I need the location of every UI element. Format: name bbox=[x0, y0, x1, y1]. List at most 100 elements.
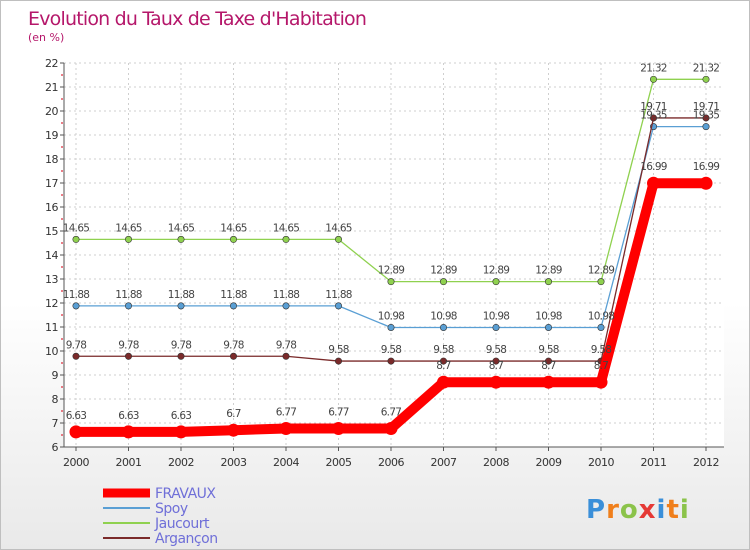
data-label: 9.58 bbox=[381, 344, 402, 356]
data-point bbox=[227, 423, 240, 437]
chart-title: Evolution du Taux de Taxe d'Habitation bbox=[28, 8, 366, 30]
data-point bbox=[489, 375, 503, 389]
data-label: 9.58 bbox=[486, 344, 507, 356]
data-label: 6.63 bbox=[118, 410, 139, 422]
data-point bbox=[125, 302, 133, 310]
data-point bbox=[334, 302, 342, 310]
x-tick-label: 2008 bbox=[483, 456, 509, 469]
data-point bbox=[492, 278, 500, 286]
legend-label: Spoy bbox=[155, 501, 188, 517]
data-label: 6.63 bbox=[66, 410, 87, 422]
data-point bbox=[649, 114, 657, 122]
data-point bbox=[387, 278, 395, 286]
data-label: 6.7 bbox=[226, 408, 241, 420]
y-tick-label: 21 bbox=[45, 81, 58, 94]
data-label: 11.88 bbox=[220, 289, 247, 301]
legend-label: Jaucourt bbox=[154, 516, 210, 532]
data-point bbox=[439, 323, 447, 331]
data-label: 9.58 bbox=[591, 344, 612, 356]
data-point bbox=[702, 75, 710, 83]
data-point bbox=[597, 323, 605, 331]
y-tick-label: 13 bbox=[45, 273, 58, 286]
data-point bbox=[332, 422, 345, 436]
data-label: 14.65 bbox=[325, 222, 352, 234]
y-tick-label: 11 bbox=[45, 321, 58, 334]
data-point bbox=[122, 425, 135, 439]
data-label: 6.77 bbox=[381, 407, 402, 419]
data-point bbox=[72, 352, 80, 360]
data-point bbox=[437, 375, 450, 389]
data-point bbox=[125, 235, 133, 243]
data-label: 14.65 bbox=[220, 222, 247, 234]
data-point bbox=[647, 176, 660, 190]
data-label: 8.7 bbox=[594, 360, 609, 372]
data-label: 9.78 bbox=[66, 339, 87, 351]
data-point bbox=[230, 235, 238, 243]
data-point bbox=[72, 302, 80, 310]
grid bbox=[64, 62, 724, 448]
data-point bbox=[702, 114, 710, 122]
data-label: 10.98 bbox=[535, 310, 562, 322]
y-tick-label: 9 bbox=[52, 369, 59, 382]
y-minor-tick bbox=[61, 218, 63, 220]
data-label: 12.89 bbox=[535, 265, 562, 277]
data-point bbox=[699, 176, 713, 190]
y-minor-tick bbox=[61, 194, 63, 196]
data-point bbox=[279, 422, 293, 436]
data-label: 14.65 bbox=[63, 222, 90, 234]
data-point bbox=[439, 357, 447, 365]
axes: 6 7 8 9 10 11 12 13 14 15 16 17 18 19 20 21 22 2000 2001 20… bbox=[45, 57, 724, 469]
legend-label: FRAVAUX bbox=[155, 486, 216, 502]
y-tick-label: 6 bbox=[52, 441, 59, 454]
data-label: 11.88 bbox=[168, 289, 195, 301]
proxiti-logo: Proxiti bbox=[586, 495, 690, 525]
legend-label: Argançon bbox=[155, 531, 218, 547]
data-point bbox=[544, 357, 552, 365]
data-label: 6.63 bbox=[171, 410, 192, 422]
y-minor-tick bbox=[61, 242, 63, 244]
x-tick-label: 2000 bbox=[63, 456, 89, 469]
data-label: 8.7 bbox=[489, 360, 504, 372]
data-point bbox=[649, 75, 657, 83]
y-tick-label: 19 bbox=[45, 129, 58, 142]
y-tick-label: 10 bbox=[45, 345, 58, 358]
y-minor-tick bbox=[61, 434, 63, 436]
data-label: 11.88 bbox=[115, 289, 142, 301]
data-point bbox=[72, 235, 80, 243]
data-label: 19.71 bbox=[693, 101, 720, 113]
data-label: 11.88 bbox=[325, 289, 352, 301]
data-point bbox=[492, 323, 500, 331]
data-label: 19.35 bbox=[693, 110, 720, 122]
data-label: 9.78 bbox=[118, 339, 139, 351]
data-label: 6.77 bbox=[276, 407, 297, 419]
y-minor-tick bbox=[61, 266, 63, 268]
data-label: 11.88 bbox=[63, 289, 90, 301]
data-label: 12.89 bbox=[430, 265, 457, 277]
y-tick-label: 15 bbox=[45, 225, 58, 238]
data-point bbox=[542, 375, 555, 389]
data-point bbox=[282, 235, 290, 243]
logo-text: Proxiti bbox=[586, 495, 690, 525]
data-label: 10.98 bbox=[378, 310, 405, 322]
y-minor-tick bbox=[61, 122, 63, 124]
data-point bbox=[702, 123, 710, 131]
data-label: 9.78 bbox=[276, 339, 297, 351]
data-point bbox=[387, 357, 395, 365]
data-label: 9.58 bbox=[433, 344, 454, 356]
data-point bbox=[544, 323, 552, 331]
data-labels: 6.63 6.63 6.63 6.7 6.77 6.77 6.77 8.7 8.7 8.7 8.7 1… bbox=[63, 62, 720, 422]
series-group bbox=[69, 75, 713, 439]
data-point bbox=[177, 352, 185, 360]
data-point bbox=[177, 302, 185, 310]
y-minor-tick bbox=[61, 74, 63, 76]
data-point bbox=[334, 357, 342, 365]
data-label: 14.65 bbox=[115, 222, 142, 234]
data-point bbox=[125, 352, 133, 360]
y-minor-tick bbox=[61, 410, 63, 412]
y-minor-tick bbox=[61, 314, 63, 316]
data-point bbox=[597, 278, 605, 286]
x-tick-label: 2005 bbox=[326, 456, 352, 469]
